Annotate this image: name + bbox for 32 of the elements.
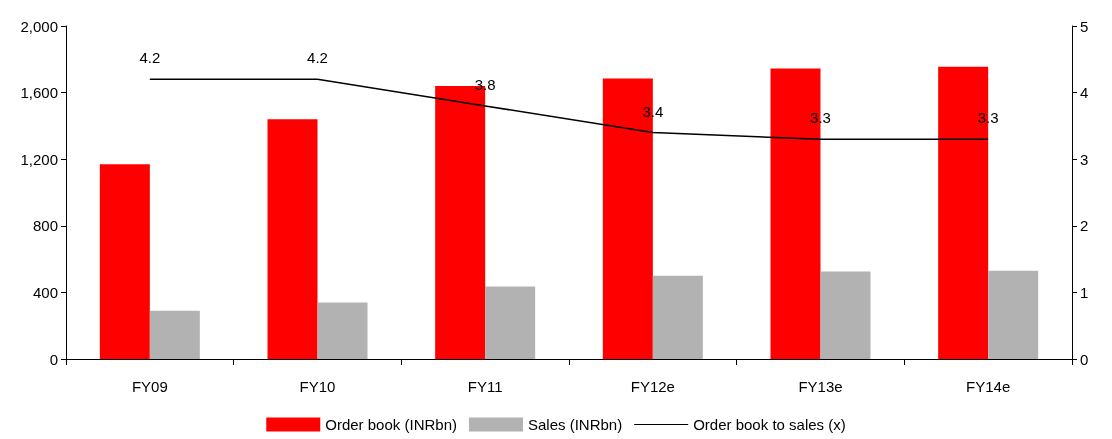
data-label: 3.8 xyxy=(474,75,496,93)
x-tick-label: FY13e xyxy=(798,378,843,395)
y2-tick-label: 5 xyxy=(1080,17,1089,35)
bar xyxy=(267,119,318,359)
x-tick-label: FY09 xyxy=(131,378,168,395)
bar xyxy=(820,271,871,359)
x-tick-label: FY11 xyxy=(467,378,503,395)
y2-tick-label: 3 xyxy=(1080,150,1089,168)
y-tick-label: 1,600 xyxy=(20,84,58,102)
y2-tick-label: 2 xyxy=(1080,217,1089,235)
x-tick-label: FY12e xyxy=(630,378,675,395)
bar xyxy=(99,164,150,359)
data-label: 4.2 xyxy=(139,49,161,67)
y2-tick-label: 4 xyxy=(1080,84,1089,102)
data-label: 4.2 xyxy=(307,49,328,67)
bar xyxy=(652,275,703,359)
y-tick-label: 2,000 xyxy=(20,17,58,35)
legend-label: Order book to sales (x) xyxy=(693,416,846,433)
y2-tick-label: 1 xyxy=(1080,283,1089,301)
bar xyxy=(149,310,200,359)
x-tick-label: FY10 xyxy=(299,378,336,395)
y-tick-label: 1,200 xyxy=(20,150,58,168)
legend-label: Sales (INRbn) xyxy=(527,416,623,433)
legend-label: Order book (INRbn) xyxy=(325,416,457,433)
y-tick-label: 0 xyxy=(49,350,58,368)
y2-tick-label: 0 xyxy=(1080,350,1089,368)
y-tick-label: 800 xyxy=(32,217,58,235)
bar xyxy=(988,270,1039,359)
bar xyxy=(485,286,536,359)
y-tick-label: 400 xyxy=(32,283,58,301)
x-tick-label: FY14e xyxy=(966,378,1011,395)
bar xyxy=(317,302,368,359)
